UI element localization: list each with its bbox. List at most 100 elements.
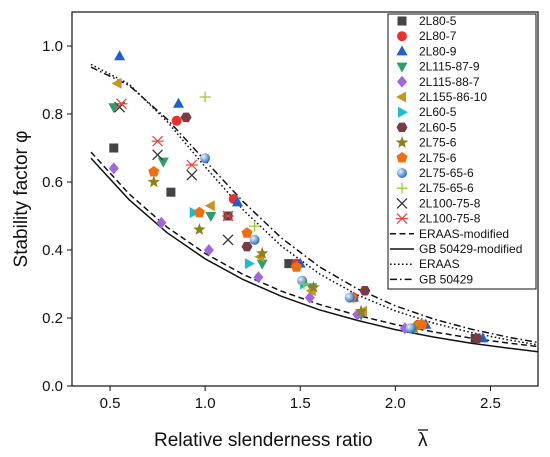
data-point bbox=[157, 157, 169, 168]
legend-label: 2L75-65-6 bbox=[419, 181, 474, 195]
data-point bbox=[114, 50, 126, 61]
data-point bbox=[471, 333, 483, 344]
y-tick-label: 0.8 bbox=[42, 106, 63, 123]
data-point bbox=[186, 169, 198, 181]
legend-marker bbox=[395, 136, 409, 148]
y-axis-ticks: 0.0 0.2 0.4 0.6 0.8 1.0 bbox=[42, 38, 72, 395]
curve-eraas bbox=[90, 63, 539, 346]
legend: 2L80-52L80-72L80-92L115-87-92L115-88-72L… bbox=[387, 13, 537, 290]
data-point bbox=[222, 210, 234, 222]
data-point bbox=[256, 246, 269, 259]
legend-marker bbox=[397, 16, 407, 26]
data-point bbox=[173, 97, 184, 108]
data-point bbox=[284, 259, 294, 269]
data-point bbox=[253, 271, 264, 284]
data-point bbox=[185, 159, 198, 171]
data-point bbox=[222, 234, 234, 246]
x-tick-label: 2.5 bbox=[480, 395, 501, 412]
legend-marker bbox=[396, 197, 408, 209]
data-point bbox=[249, 220, 261, 232]
data-point bbox=[290, 261, 302, 272]
legend-label: ERAAS-modified bbox=[419, 227, 509, 241]
data-point bbox=[203, 244, 214, 256]
legend-marker bbox=[397, 75, 407, 88]
legend-label: 2L100-75-8 bbox=[419, 212, 481, 226]
data-point bbox=[166, 187, 176, 197]
legend-label: 2L115-88-7 bbox=[419, 75, 480, 89]
legend-marker bbox=[396, 91, 406, 103]
legend-label: 2L75-6 bbox=[419, 136, 457, 150]
legend-marker bbox=[396, 182, 408, 194]
legend-box bbox=[387, 13, 537, 290]
x-axis-label: Relative slenderness ratio bbox=[154, 430, 373, 451]
x-tick-label: 1.0 bbox=[195, 395, 216, 412]
x-axis-title: Relative slenderness ratio λ bbox=[154, 429, 428, 451]
curve-gb-50429-modified bbox=[90, 157, 539, 353]
data-point bbox=[147, 175, 160, 188]
data-point bbox=[256, 259, 268, 270]
legend-label: 2L80-7 bbox=[419, 29, 457, 43]
data-point bbox=[354, 304, 368, 317]
data-point bbox=[148, 166, 160, 177]
data-point bbox=[199, 91, 211, 103]
data-point bbox=[193, 206, 205, 218]
legend-label: 2L60-5 bbox=[419, 120, 457, 134]
data-point bbox=[416, 319, 428, 330]
data-points bbox=[108, 50, 489, 344]
data-point bbox=[244, 258, 255, 270]
data-point bbox=[151, 135, 164, 147]
data-point bbox=[359, 286, 371, 296]
data-point bbox=[298, 278, 310, 290]
data-point bbox=[156, 216, 167, 229]
data-point bbox=[171, 115, 182, 126]
data-point bbox=[344, 292, 355, 303]
legend-marker bbox=[396, 45, 408, 56]
curve-eraas-modified bbox=[90, 151, 539, 348]
y-tick-label: 0.2 bbox=[42, 310, 63, 327]
data-point bbox=[115, 98, 128, 110]
legend-marker bbox=[397, 31, 407, 42]
data-point bbox=[152, 149, 164, 161]
data-point bbox=[241, 227, 253, 238]
curve-gb-50429 bbox=[90, 66, 539, 344]
data-point bbox=[111, 77, 122, 89]
data-point bbox=[193, 223, 206, 235]
plot-frame bbox=[71, 11, 539, 387]
legend-label: ERAAS bbox=[419, 257, 460, 271]
data-point bbox=[307, 280, 320, 293]
legend-marker bbox=[396, 122, 408, 133]
legend-label: 2L155-86-10 bbox=[419, 90, 487, 104]
legend-label: GB 50429 bbox=[419, 272, 473, 286]
data-point bbox=[304, 291, 315, 304]
legend-label: 2L80-9 bbox=[419, 44, 457, 58]
y-tick-label: 1.0 bbox=[42, 38, 63, 55]
legend-marker bbox=[398, 106, 408, 118]
x-tick-label: 2.0 bbox=[385, 395, 406, 412]
y-tick-label: 0.6 bbox=[42, 174, 63, 191]
data-point bbox=[249, 234, 260, 245]
legend-label: 2L115-87-9 bbox=[419, 60, 480, 74]
legend-label: 2L75-65-6 bbox=[419, 166, 474, 180]
design-curves bbox=[90, 63, 539, 353]
data-point bbox=[405, 323, 416, 334]
legend-label: GB 50429-modified bbox=[419, 242, 522, 256]
data-point bbox=[205, 212, 217, 222]
y-tick-label: 0.4 bbox=[42, 242, 63, 259]
x-tick-label: 0.5 bbox=[100, 395, 121, 412]
data-point bbox=[204, 200, 215, 212]
data-point bbox=[180, 112, 192, 123]
legend-marker bbox=[396, 62, 408, 73]
x-tick-label: 1.5 bbox=[290, 395, 311, 412]
legend-label: 2L80-5 bbox=[419, 14, 457, 28]
legend-label: 2L100-75-8 bbox=[419, 196, 481, 210]
data-point bbox=[108, 162, 119, 175]
x-axis-symbol: λ bbox=[418, 430, 428, 451]
legend-label: 2L75-6 bbox=[419, 151, 457, 165]
x-axis-ticks: 0.5 1.0 1.5 2.0 2.5 bbox=[100, 386, 501, 412]
y-axis-label: Stability factor φ bbox=[11, 131, 32, 268]
legend-marker bbox=[396, 152, 408, 163]
data-point bbox=[232, 196, 243, 207]
legend-label: 2L60-5 bbox=[419, 105, 457, 119]
legend-marker bbox=[396, 213, 408, 225]
